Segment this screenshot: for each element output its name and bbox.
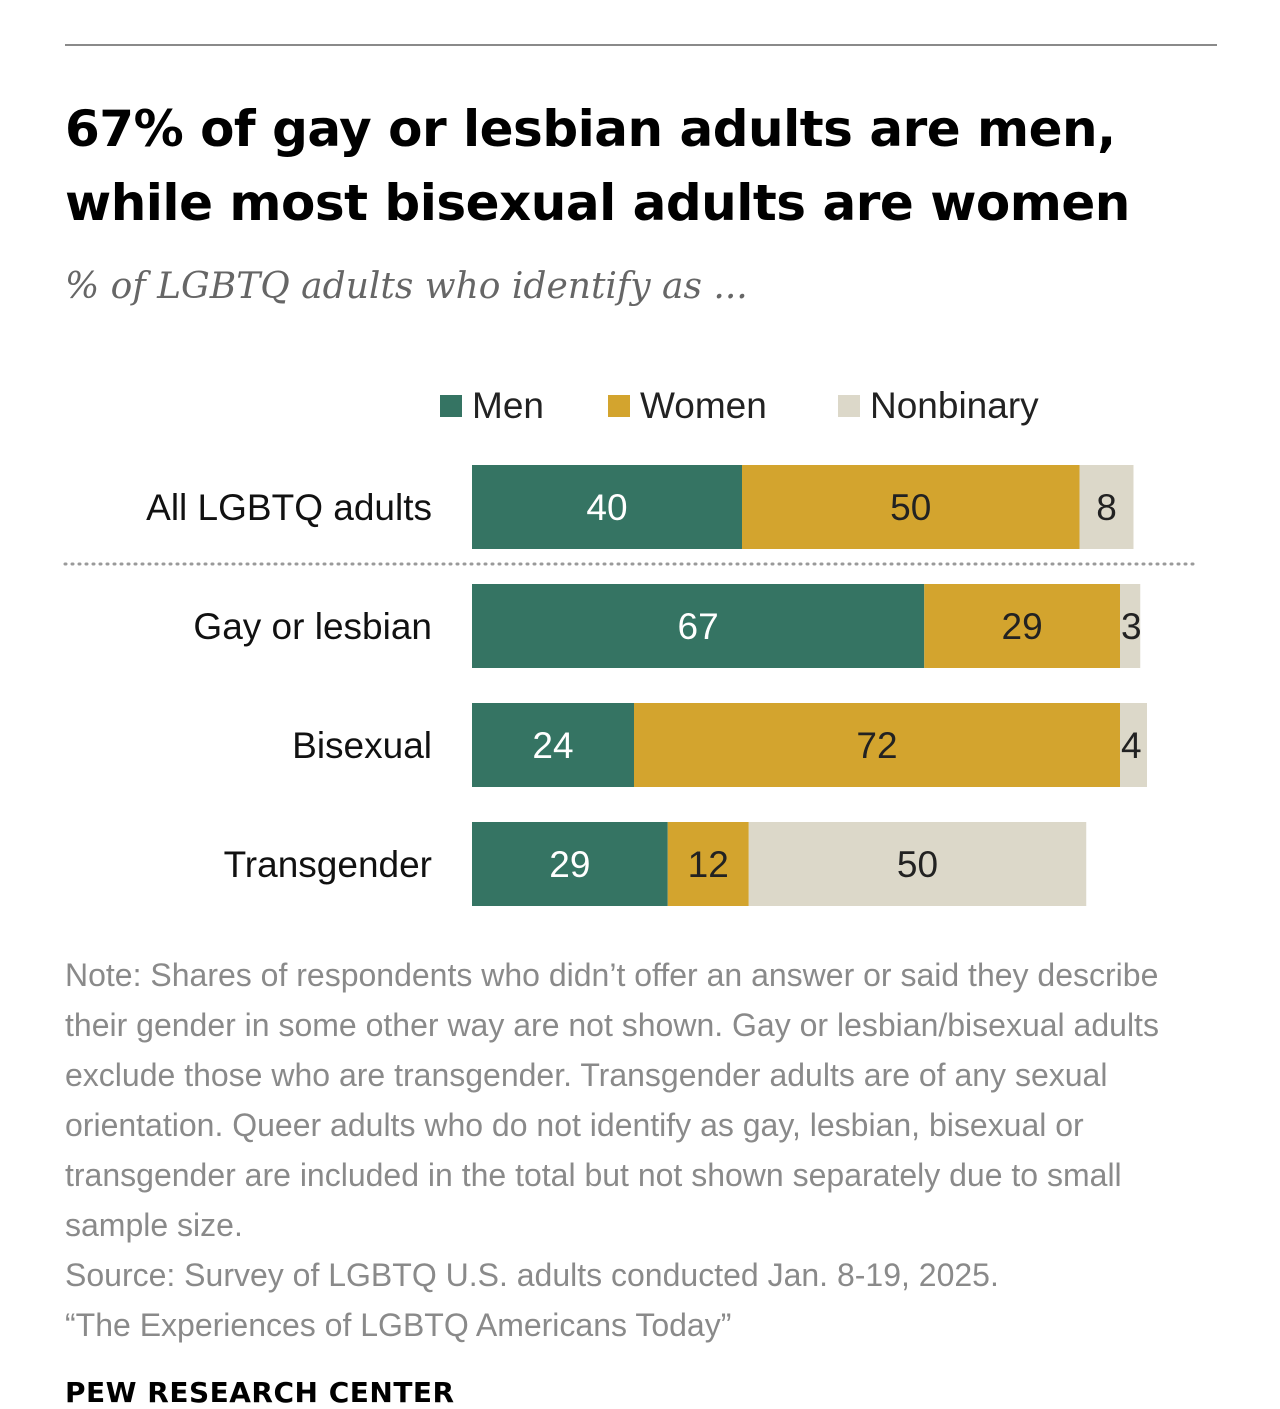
value-label-men-all-lgbtq-adults: 40 [586,487,627,528]
value-label-women-all-lgbtq-adults: 50 [890,487,931,528]
report-title: “The Experiences of LGBTQ Americans Toda… [65,1307,732,1343]
bar-nonbinary-all-lgbtq-adults [1079,465,1134,549]
bar-nonbinary-bisexual [1120,703,1147,787]
bar-women-gay-or-lesbian [924,584,1120,668]
legend-swatch-nonbinary [838,395,860,417]
bar-women-transgender [667,822,749,906]
category-label-gay-or-lesbian: Gay or lesbian [193,606,432,647]
bar-women-all-lgbtq-adults [742,465,1080,549]
stacked-bar-chart: All LGBTQ adults 40 50 8 Gay or lesbian 67 29 3… [63,465,1197,906]
bar-women-bisexual [634,703,1120,787]
value-label-women-bisexual: 72 [856,725,897,766]
chart-subtitle: % of LGBTQ adults who identify as ... [65,266,748,307]
source-text: Source: Survey of LGBTQ U.S. adults cond… [65,1257,999,1293]
value-label-nonbinary-all-lgbtq-adults: 8 [1096,487,1117,528]
legend-swatch-women [608,395,630,417]
value-label-men-transgender: 29 [549,844,590,885]
bar-men-transgender [472,822,668,906]
value-label-nonbinary-transgender: 50 [897,844,938,885]
top-rule [65,44,1217,46]
bar-men-bisexual [472,703,634,787]
value-label-nonbinary-bisexual: 4 [1121,725,1142,766]
legend-label-men: Men [472,385,544,426]
legend-label-women: Women [640,385,767,426]
bar-nonbinary-transgender [748,822,1087,906]
note-block: Note: Shares of respondents who didn’t o… [65,950,1225,1350]
note-text: Note: Shares of respondents who didn’t o… [65,957,1159,1243]
chart-title: 67% of gay or lesbian adults are men, wh… [65,100,1130,232]
bar-men-gay-or-lesbian [472,584,925,668]
category-label-all-lgbtq-adults: All LGBTQ adults [146,487,432,528]
category-label-transgender: Transgender [224,844,432,885]
legend-item-women: Women [608,384,767,428]
value-label-men-gay-or-lesbian: 67 [678,606,719,647]
category-label-bisexual: Bisexual [292,725,432,766]
value-label-nonbinary-gay-or-lesbian: 3 [1121,606,1142,647]
footer-brand: PEW RESEARCH CENTER [65,1376,455,1409]
legend-swatch-men [440,395,462,417]
bar-nonbinary-gay-or-lesbian [1120,584,1141,668]
legend-item-men: Men [440,384,544,428]
bar-men-all-lgbtq-adults [472,465,742,549]
value-label-men-bisexual: 24 [532,725,573,766]
legend-label-nonbinary: Nonbinary [870,385,1039,426]
value-label-women-transgender: 12 [688,844,729,885]
legend-item-nonbinary: Nonbinary [838,384,1039,428]
value-label-women-gay-or-lesbian: 29 [1002,606,1043,647]
